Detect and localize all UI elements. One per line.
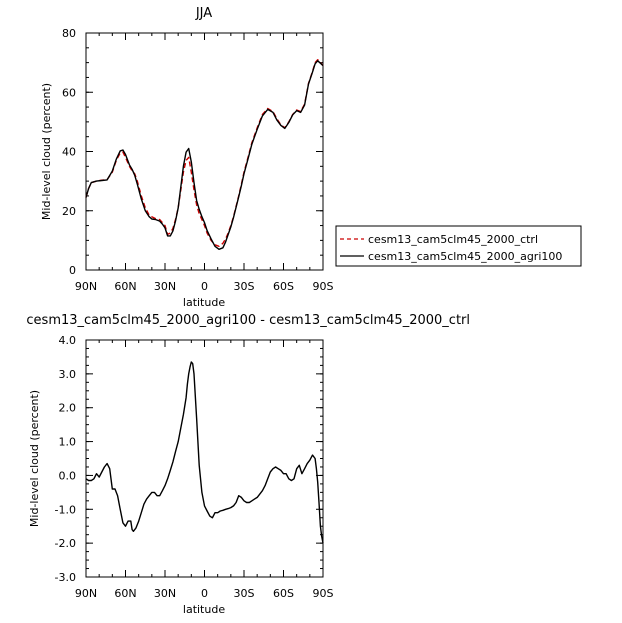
top-plot-frame xyxy=(85,32,324,271)
bottom-y-tick-label: -2.0 xyxy=(55,537,76,550)
bottom-y-tick-label: -1.0 xyxy=(55,503,76,516)
top-y-tick-label: 20 xyxy=(62,205,76,218)
top-x-tick-label: 90S xyxy=(313,280,334,293)
top-series-line-1 xyxy=(85,60,324,251)
bottom-series-line-0 xyxy=(85,361,324,544)
top-y-tick-label: 60 xyxy=(62,86,76,99)
top-y-axis-label: Mid-level cloud (percent) xyxy=(40,83,53,220)
bottom-x-tick-label: 60N xyxy=(114,587,136,600)
bottom-chart-panel: cesm13_cam5clm45_2000_agri100 - cesm13_c… xyxy=(26,313,470,616)
top-x-tick-label: 90N xyxy=(75,280,97,293)
bottom-x-tick-label: 30N xyxy=(154,587,176,600)
bottom-x-tick-label: 60S xyxy=(273,587,294,600)
bottom-x-tick-label: 90S xyxy=(313,587,334,600)
top-x-tick-label: 30S xyxy=(234,280,255,293)
legend-box xyxy=(335,225,582,267)
top-chart-panel: JJA 0 20 40 60 80 90N 60N 30N 0 30S 60S 90S latitu… xyxy=(40,6,334,309)
bottom-y-tick-label: -3.0 xyxy=(55,571,76,584)
bottom-x-tick-label: 90N xyxy=(75,587,97,600)
bottom-x-tick-label: 30S xyxy=(234,587,255,600)
top-x-axis-label: latitude xyxy=(183,296,225,309)
bottom-y-tick-label: 0.0 xyxy=(59,469,77,482)
top-y-tick-label: 0 xyxy=(69,264,76,277)
bottom-y-tick-label: 2.0 xyxy=(59,402,77,415)
bottom-x-axis-label: latitude xyxy=(183,603,225,616)
bottom-y-tick-label: 4.0 xyxy=(59,334,77,347)
top-x-tick-label: 60S xyxy=(273,280,294,293)
top-y-tick-label: 80 xyxy=(62,27,76,40)
top-y-tick-label: 40 xyxy=(62,146,76,159)
top-series-line-0 xyxy=(85,59,324,248)
bottom-x-tick-label: 0 xyxy=(201,587,208,600)
top-x-tick-label: 60N xyxy=(114,280,136,293)
bottom-y-axis-label: Mid-level cloud (percent) xyxy=(28,390,41,527)
top-chart-title: JJA xyxy=(195,6,212,21)
bottom-y-tick-label: 1.0 xyxy=(59,436,77,449)
legend-label-ctrl: cesm13_cam5clm45_2000_ctrl xyxy=(368,233,538,246)
legend-label-agri100: cesm13_cam5clm45_2000_agri100 xyxy=(368,250,562,263)
top-x-tick-label: 30N xyxy=(154,280,176,293)
legend: cesm13_cam5clm45_2000_ctrl cesm13_cam5cl… xyxy=(335,225,582,267)
bottom-chart-title: cesm13_cam5clm45_2000_agri100 - cesm13_c… xyxy=(26,313,470,328)
bottom-y-tick-label: 3.0 xyxy=(59,368,77,381)
bottom-plot-frame xyxy=(85,339,324,578)
top-x-tick-label: 0 xyxy=(201,280,208,293)
